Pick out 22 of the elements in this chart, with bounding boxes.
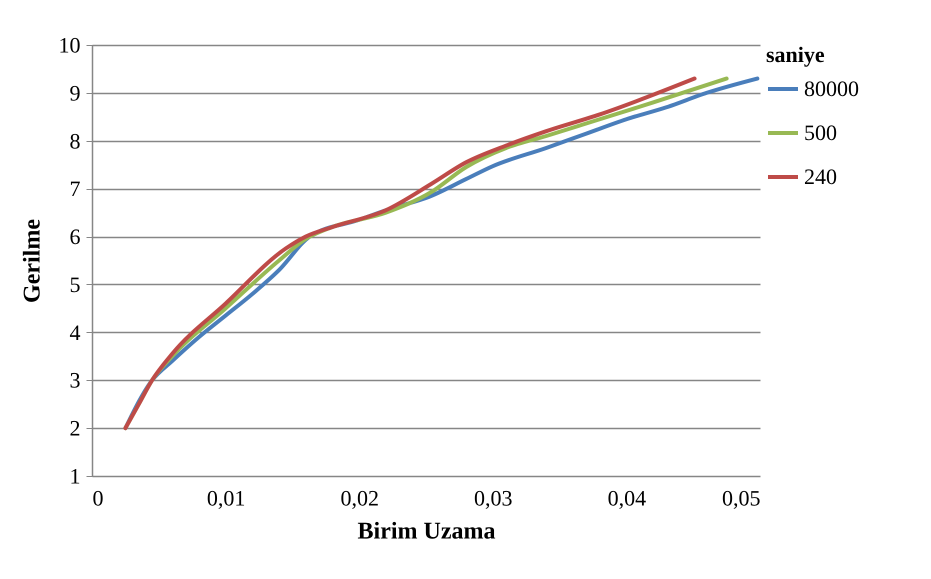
y-tick-label: 7 bbox=[70, 176, 80, 202]
legend-label: 500 bbox=[804, 120, 837, 145]
y-tick-label: 5 bbox=[70, 272, 80, 297]
y-tick-label: 8 bbox=[70, 128, 80, 154]
y-tick-label: 6 bbox=[70, 224, 80, 250]
y-axis-title: Gerilme bbox=[20, 218, 46, 303]
x-tick-label: 0 bbox=[92, 486, 104, 510]
y-tick-label: 3 bbox=[70, 368, 80, 393]
y-tick-label: 9 bbox=[70, 80, 80, 106]
x-tick-label: 0,02 bbox=[340, 486, 379, 510]
x-axis-title: Birim Uzama bbox=[358, 518, 496, 544]
y-tick-label: 2 bbox=[70, 416, 80, 441]
x-tick-label: 0,04 bbox=[608, 486, 646, 510]
y-tick-label: 1 bbox=[70, 464, 80, 488]
legend-label: 240 bbox=[804, 164, 837, 189]
x-tick-label: 0,05 bbox=[722, 486, 760, 510]
x-tick-label: 0,01 bbox=[206, 486, 246, 510]
y-tick-label: 10 bbox=[58, 32, 80, 58]
legend-title: saniye bbox=[766, 42, 825, 67]
x-tick-label: 0,03 bbox=[474, 486, 513, 510]
legend-label: 80000 bbox=[804, 76, 859, 101]
y-tick-label: 4 bbox=[70, 320, 80, 345]
